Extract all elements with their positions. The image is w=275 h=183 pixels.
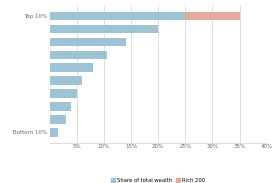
Bar — [50, 89, 77, 98]
Bar — [50, 64, 93, 72]
Bar — [185, 12, 240, 20]
Bar — [50, 128, 58, 137]
Bar — [50, 76, 82, 85]
Bar — [50, 25, 158, 33]
Bar — [50, 51, 106, 59]
Legend: Share of total wealth, Rich 200: Share of total wealth, Rich 200 — [109, 175, 207, 183]
Bar — [50, 12, 185, 20]
Bar — [50, 115, 66, 124]
Bar — [50, 102, 71, 111]
Bar — [50, 38, 125, 46]
